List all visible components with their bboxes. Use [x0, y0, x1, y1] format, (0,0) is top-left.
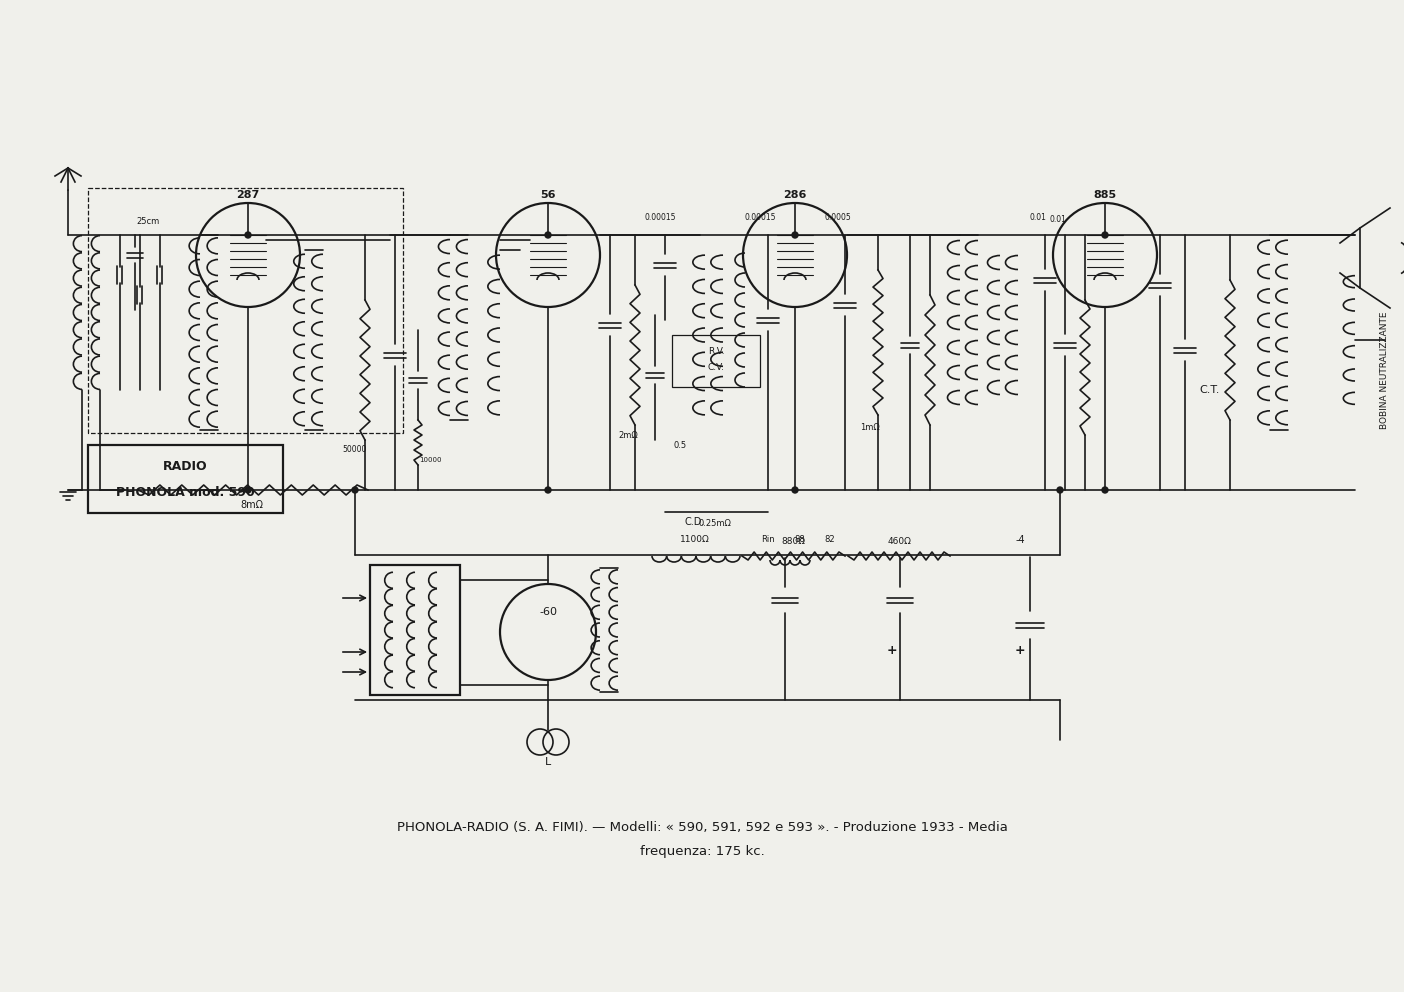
Text: Rin: Rin: [761, 536, 775, 545]
Text: 885: 885: [1094, 190, 1116, 200]
Text: 82: 82: [824, 536, 835, 545]
Text: 10000: 10000: [418, 457, 441, 463]
Text: PHONOLA-RADIO (S. A. FIMI). — Modelli: « 590, 591, 592 e 593 ». - Produzione 193: PHONOLA-RADIO (S. A. FIMI). — Modelli: «…: [396, 821, 1008, 834]
Text: +: +: [1015, 644, 1025, 657]
Circle shape: [1102, 232, 1108, 238]
Text: 88: 88: [795, 536, 806, 545]
Text: BOBINA NEUTRALIZZANTE: BOBINA NEUTRALIZZANTE: [1380, 311, 1390, 429]
Text: PHONOLA mod. 590: PHONOLA mod. 590: [115, 485, 254, 499]
Text: 2mΩ: 2mΩ: [618, 431, 637, 439]
Circle shape: [246, 232, 251, 238]
Text: 460Ω: 460Ω: [889, 537, 913, 546]
Circle shape: [352, 487, 358, 493]
Bar: [88, 445, 284, 513]
Text: R.V.: R.V.: [708, 347, 724, 356]
Text: 25cm: 25cm: [136, 217, 160, 226]
Text: 0.25mΩ: 0.25mΩ: [699, 520, 731, 529]
Text: RADIO: RADIO: [163, 460, 208, 473]
Text: 56: 56: [541, 190, 556, 200]
Bar: [371, 565, 461, 695]
Text: 1100Ω: 1100Ω: [680, 536, 710, 545]
Text: 0.01: 0.01: [1050, 215, 1067, 224]
Circle shape: [792, 487, 797, 493]
Text: +: +: [887, 644, 897, 657]
Text: L: L: [545, 757, 552, 767]
Text: 0.0005: 0.0005: [824, 213, 851, 222]
Text: 1mΩ: 1mΩ: [861, 424, 880, 433]
Text: C.V.: C.V.: [708, 363, 724, 373]
Circle shape: [1102, 487, 1108, 493]
Text: 880Ω: 880Ω: [781, 537, 804, 546]
Text: 50000: 50000: [343, 445, 368, 454]
Circle shape: [792, 232, 797, 238]
Text: 0.00015: 0.00015: [644, 213, 675, 222]
Text: 287: 287: [236, 190, 260, 200]
Bar: [88, 188, 403, 433]
Text: 0.01: 0.01: [1029, 213, 1046, 222]
Text: 8mΩ: 8mΩ: [240, 500, 264, 510]
Circle shape: [246, 487, 251, 493]
Text: C.D.: C.D.: [685, 517, 705, 527]
Text: C.T.: C.T.: [1200, 385, 1220, 395]
Text: 0.00015: 0.00015: [744, 213, 776, 222]
Bar: [673, 335, 760, 387]
Text: -60: -60: [539, 607, 557, 617]
Text: -4: -4: [1015, 535, 1025, 545]
Text: 286: 286: [783, 190, 807, 200]
Circle shape: [545, 487, 550, 493]
Text: 0.5: 0.5: [674, 440, 687, 449]
Text: frequenza: 175 kc.: frequenza: 175 kc.: [640, 845, 764, 858]
Circle shape: [1057, 487, 1063, 493]
Circle shape: [545, 232, 550, 238]
